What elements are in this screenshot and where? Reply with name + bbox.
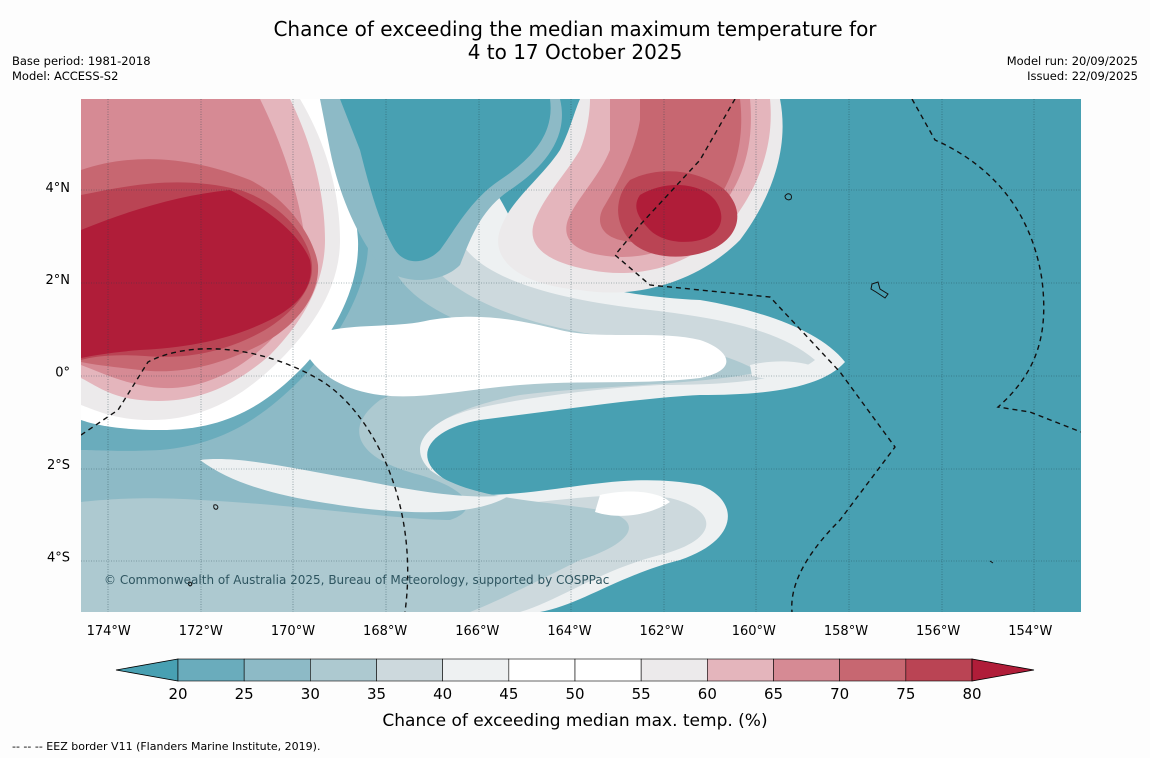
lon-tick-label: 168°W: [363, 624, 407, 639]
model-run: Model run: 20/09/2025: [1006, 54, 1138, 68]
colorbar-tick-label: 75: [896, 685, 915, 703]
colorbar-bin: [310, 658, 377, 682]
copyright-text: © Commonwealth of Australia 2025, Bureau…: [104, 573, 609, 587]
lat-tick-label: 2°N: [46, 273, 71, 288]
eez-borders: [81, 99, 1081, 612]
colorbar-tick-label: 25: [235, 685, 254, 703]
colorbar-extension-low: [115, 658, 179, 682]
graticule: [81, 99, 1081, 612]
model-name: Model: ACCESS-S2: [12, 69, 119, 83]
colorbar-tick-label: 45: [499, 685, 518, 703]
colorbar-bin: [376, 658, 443, 682]
issued-date: Issued: 22/09/2025: [1027, 69, 1138, 83]
lon-tick-label: 164°W: [547, 624, 591, 639]
longitude-ticks: 174°W 172°W 170°W 168°W 166°W 164°W 162°W 160°W…: [87, 624, 1053, 639]
colorbar-tick-label: 80: [962, 685, 981, 703]
colorbar-tick-label: 70: [830, 685, 849, 703]
colorbar-bin: [243, 658, 311, 682]
lon-tick-label: 160°W: [732, 624, 776, 639]
colorbar-bin: [442, 658, 510, 682]
lon-tick-label: 174°W: [87, 624, 131, 639]
lon-tick-label: 158°W: [824, 624, 868, 639]
base-period: Base period: 1981-2018: [12, 54, 151, 68]
title-line-1: Chance of exceeding the median maximum t…: [273, 17, 877, 41]
meta-left: Base period: 1981-2018 Model: ACCESS-S2: [12, 54, 151, 84]
colorbar-tick-label: 40: [433, 685, 452, 703]
colorbar: 20 25 30 35 40 45 50 55 60 65 70 75 80: [115, 658, 1035, 703]
lat-tick-label: 4°N: [46, 181, 71, 196]
colorbar-title: Chance of exceeding median max. temp. (%…: [382, 711, 767, 731]
equatorial-light-band: [200, 316, 820, 516]
map-plot-area: © Commonwealth of Australia 2025, Bureau…: [81, 99, 1081, 612]
eez-footnote: -- -- -- EEZ border V11 (Flanders Marine…: [12, 740, 321, 753]
colorbar-tick-label: 30: [301, 685, 320, 703]
lon-tick-label: 170°W: [271, 624, 315, 639]
lon-tick-label: 166°W: [455, 624, 499, 639]
lat-tick-label: 2°S: [47, 458, 70, 473]
northeast-warm-region: [498, 99, 783, 293]
colorbar-tick-label: 50: [565, 685, 584, 703]
colorbar-bin: [574, 658, 642, 682]
colorbar-bin: [839, 658, 907, 682]
lon-tick-label: 172°W: [179, 624, 223, 639]
lon-tick-label: 162°W: [640, 624, 684, 639]
map-title: Chance of exceeding the median maximum t…: [0, 18, 1150, 64]
colorbar-bin: [905, 658, 973, 682]
lon-tick-label: 156°W: [916, 624, 960, 639]
colorbar-bin: [707, 658, 774, 682]
latitude-ticks: 4°N 2°N 0° 2°S 4°S: [46, 181, 71, 566]
colorbar-tick-label: 65: [764, 685, 783, 703]
colorbar-tick-label: 60: [698, 685, 717, 703]
title-line-2: 4 to 17 October 2025: [467, 40, 683, 64]
colorbar-extension-high: [971, 658, 1035, 682]
colorbar-tick-label: 20: [168, 685, 187, 703]
islands: [187, 193, 994, 587]
lat-tick-label: 0°: [55, 366, 70, 381]
colorbar-tick-label: 35: [367, 685, 386, 703]
colorbar-bin: [177, 658, 245, 682]
colorbar-bin: [773, 658, 840, 682]
colorbar-bin: [640, 658, 708, 682]
meta-right: Model run: 20/09/2025 Issued: 22/09/2025: [1007, 54, 1138, 84]
lon-tick-label: 154°W: [1008, 624, 1052, 639]
colorbar-tick-label: 55: [632, 685, 651, 703]
lat-tick-label: 4°S: [47, 551, 70, 566]
north-cool-pocket: [320, 99, 562, 280]
colorbar-bin: [508, 658, 576, 682]
